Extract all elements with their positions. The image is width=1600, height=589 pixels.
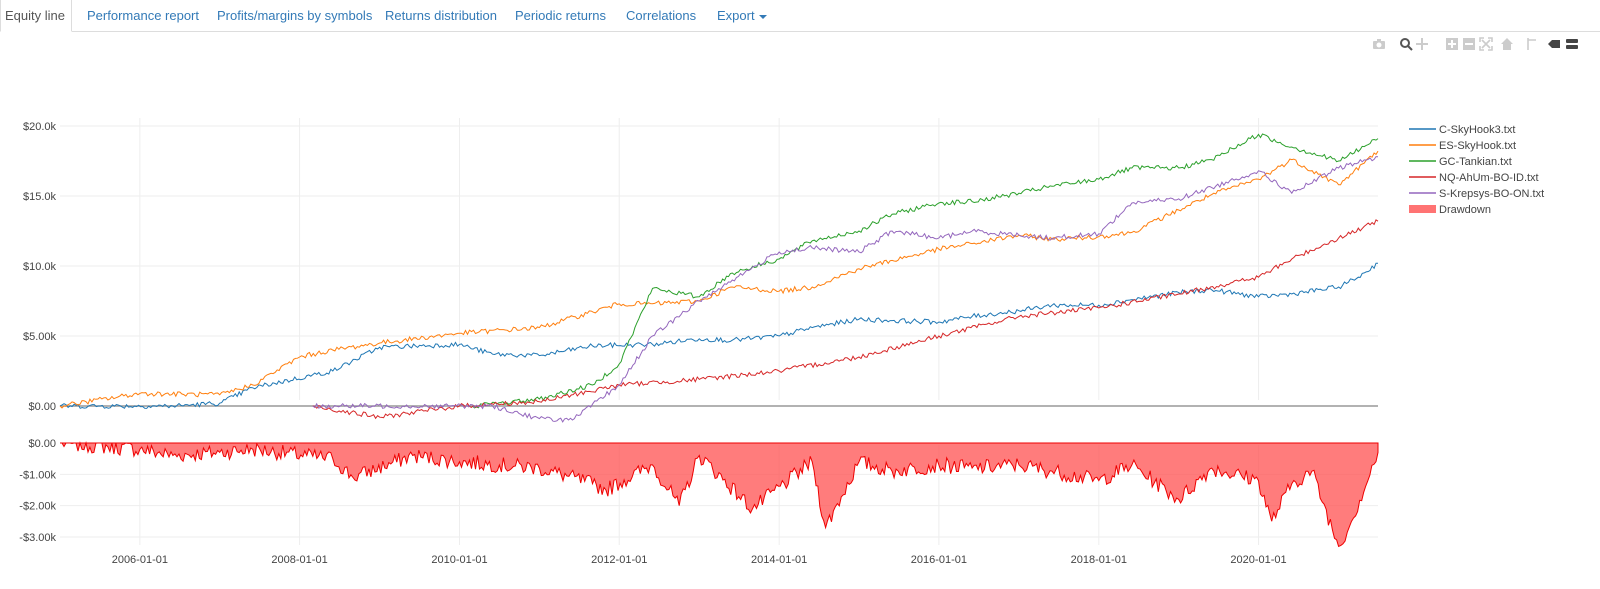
dd-y-tick-label: -$1.00k xyxy=(19,469,56,481)
y-tick-label: $5.00k xyxy=(23,331,57,343)
tab-export[interactable]: Export xyxy=(717,0,767,32)
x-tick-label: 2018-01-01 xyxy=(1071,554,1127,566)
tab-profits-margins[interactable]: Profits/margins by symbols xyxy=(217,8,373,23)
legend-label: NQ-AhUm-BO-ID.txt xyxy=(1439,172,1539,184)
x-tick-label: 2012-01-01 xyxy=(591,554,647,566)
x-tick-label: 2016-01-01 xyxy=(911,554,967,566)
dd-y-tick-label: $0.00 xyxy=(28,438,56,450)
zoom-icon[interactable] xyxy=(1399,37,1413,51)
x-tick-label: 2006-01-01 xyxy=(112,554,168,566)
pan-icon[interactable] xyxy=(1415,37,1429,51)
series-line-2 xyxy=(472,133,1379,409)
zoom-out-icon[interactable] xyxy=(1462,37,1476,51)
y-tick-label: $0.00 xyxy=(28,401,56,413)
export-label: Export xyxy=(717,8,755,23)
tab-performance-report[interactable]: Performance report xyxy=(87,8,199,23)
hover-compare-icon[interactable] xyxy=(1565,37,1579,51)
tab-bar: Equity line Performance report Profits/m… xyxy=(0,0,1600,32)
legend-label: GC-Tankian.txt xyxy=(1439,156,1512,168)
legend-label: ES-SkyHook.txt xyxy=(1439,140,1516,152)
hover-closest-icon[interactable] xyxy=(1547,37,1561,51)
legend-label: Drawdown xyxy=(1439,204,1491,216)
tab-returns-distribution[interactable]: Returns distribution xyxy=(385,8,497,23)
legend-label: S-Krepsys-BO-ON.txt xyxy=(1439,188,1544,200)
tab-equity-line[interactable]: Equity line xyxy=(0,0,72,32)
camera-icon[interactable] xyxy=(1372,37,1386,51)
spike-lines-icon[interactable] xyxy=(1525,37,1539,51)
chart-modebar xyxy=(1372,37,1592,53)
y-tick-label: $20.0k xyxy=(23,121,57,133)
series-line-0 xyxy=(59,262,1378,409)
tab-periodic-returns[interactable]: Periodic returns xyxy=(515,8,607,23)
autoscale-icon[interactable] xyxy=(1479,37,1493,51)
caret-down-icon xyxy=(758,14,767,19)
series-line-1 xyxy=(59,150,1379,409)
legend-label: C-SkyHook3.txt xyxy=(1439,124,1515,136)
dd-y-tick-label: -$2.00k xyxy=(19,501,56,513)
x-tick-label: 2014-01-01 xyxy=(751,554,807,566)
dd-y-tick-label: -$3.00k xyxy=(19,532,56,544)
x-tick-label: 2010-01-01 xyxy=(431,554,487,566)
series-line-3 xyxy=(312,219,1379,420)
y-tick-label: $15.0k xyxy=(23,191,57,203)
reset-axes-icon[interactable] xyxy=(1500,37,1514,51)
zoom-in-icon[interactable] xyxy=(1445,37,1459,51)
x-tick-label: 2008-01-01 xyxy=(271,554,327,566)
drawdown-area xyxy=(60,441,1379,548)
legend-swatch xyxy=(1409,205,1436,213)
series-line-4 xyxy=(312,156,1379,423)
tab-correlations[interactable]: Correlations xyxy=(626,8,697,23)
y-tick-label: $10.0k xyxy=(23,261,57,273)
x-tick-label: 2020-01-01 xyxy=(1230,554,1286,566)
